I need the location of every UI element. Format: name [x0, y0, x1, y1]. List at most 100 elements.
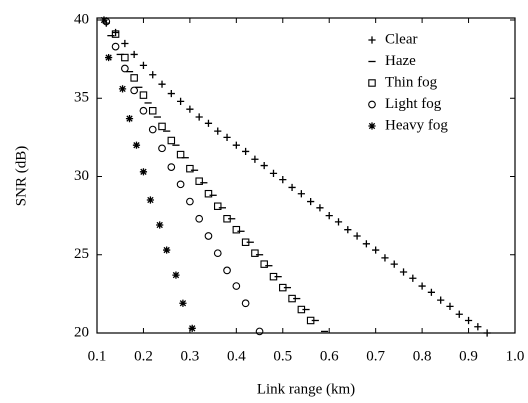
data-point	[132, 141, 141, 149]
data-point	[279, 176, 287, 184]
data-point	[288, 294, 296, 303]
data-point	[111, 42, 120, 51]
legend-marker	[368, 100, 376, 109]
data-point	[297, 305, 306, 314]
data-point	[130, 86, 139, 95]
data-point	[232, 225, 241, 234]
y-tick-label: 35	[74, 90, 89, 106]
data-point	[195, 214, 204, 223]
data-point	[149, 71, 157, 79]
data-point	[204, 189, 213, 198]
data-point	[381, 254, 389, 262]
x-tick-label: 0.8	[413, 348, 432, 364]
data-point	[279, 283, 287, 292]
data-point	[121, 64, 129, 73]
data-point	[100, 16, 108, 24]
data-point	[176, 150, 185, 159]
data-point	[390, 260, 398, 268]
data-point	[139, 106, 148, 115]
data-point	[188, 324, 196, 332]
legend-marker	[368, 79, 376, 87]
data-point	[232, 282, 241, 290]
y-tick-label: 30	[74, 168, 89, 184]
data-point	[167, 89, 175, 98]
data-point	[418, 282, 426, 290]
data-point	[474, 323, 482, 331]
data-point	[251, 155, 259, 163]
x-tick-label: 0.9	[459, 348, 478, 364]
data-point	[214, 202, 222, 210]
data-point	[483, 329, 491, 337]
data-point	[232, 141, 240, 149]
legend-label: Haze	[385, 53, 416, 69]
data-point	[437, 296, 445, 304]
data-point	[334, 218, 343, 226]
data-point	[325, 212, 333, 220]
data-point	[125, 114, 134, 123]
data-point	[139, 168, 148, 176]
data-point	[179, 299, 187, 307]
data-point	[288, 183, 296, 192]
data-point	[344, 226, 352, 234]
data-point	[158, 80, 166, 88]
data-point	[130, 74, 138, 82]
data-point	[118, 85, 127, 93]
x-tick-label: 0.7	[366, 348, 385, 364]
data-point	[156, 221, 164, 229]
data-point	[307, 197, 315, 206]
legend-label: Light fog	[385, 96, 442, 112]
y-tick-label: 20	[74, 324, 89, 340]
y-tick-label: 40	[74, 11, 89, 27]
data-point	[260, 161, 268, 170]
data-point	[186, 197, 194, 206]
data-point	[242, 147, 250, 156]
legend-label: Thin fog	[385, 74, 438, 90]
data-point	[306, 316, 315, 325]
x-tick-label: 0.2	[134, 348, 153, 364]
legend-marker	[368, 36, 376, 44]
data-point	[111, 30, 120, 38]
data-point	[121, 53, 129, 62]
data-point	[372, 246, 380, 254]
data-point	[111, 28, 120, 37]
data-point	[213, 249, 222, 258]
x-tick-label: 0.3	[181, 348, 200, 364]
data-point	[176, 180, 185, 189]
data-point	[204, 119, 213, 127]
data-point	[204, 232, 213, 240]
data-point	[409, 274, 417, 282]
data-point	[167, 163, 176, 171]
y-tick-label: 25	[74, 246, 89, 262]
x-axis-label: Link range (km)	[257, 381, 355, 397]
data-point	[139, 91, 148, 99]
data-point	[223, 215, 231, 223]
plot-frame	[96, 17, 516, 334]
data-point	[146, 196, 155, 204]
data-point	[105, 53, 113, 62]
data-point	[163, 246, 171, 254]
data-point	[255, 327, 264, 336]
data-point	[186, 105, 194, 113]
data-point	[316, 204, 324, 212]
x-tick-label: 0.4	[227, 348, 246, 364]
data-point	[223, 266, 231, 275]
data-point	[130, 50, 138, 59]
y-axis-label: SNR (dB)	[13, 146, 29, 206]
data-point	[148, 107, 157, 115]
data-point	[158, 122, 166, 131]
data-point	[297, 190, 305, 198]
data-point	[121, 39, 129, 48]
data-point	[353, 232, 361, 240]
x-tick-label: 0.6	[320, 348, 339, 364]
data-point	[427, 288, 435, 296]
data-point	[241, 299, 250, 308]
x-tick-label: 0.1	[88, 348, 107, 364]
legend-marker	[368, 122, 376, 130]
data-point	[223, 133, 231, 141]
data-point	[158, 144, 166, 153]
data-point	[148, 125, 157, 134]
data-point	[464, 316, 473, 325]
legend-label: Clear	[385, 31, 417, 47]
data-point	[241, 238, 250, 246]
